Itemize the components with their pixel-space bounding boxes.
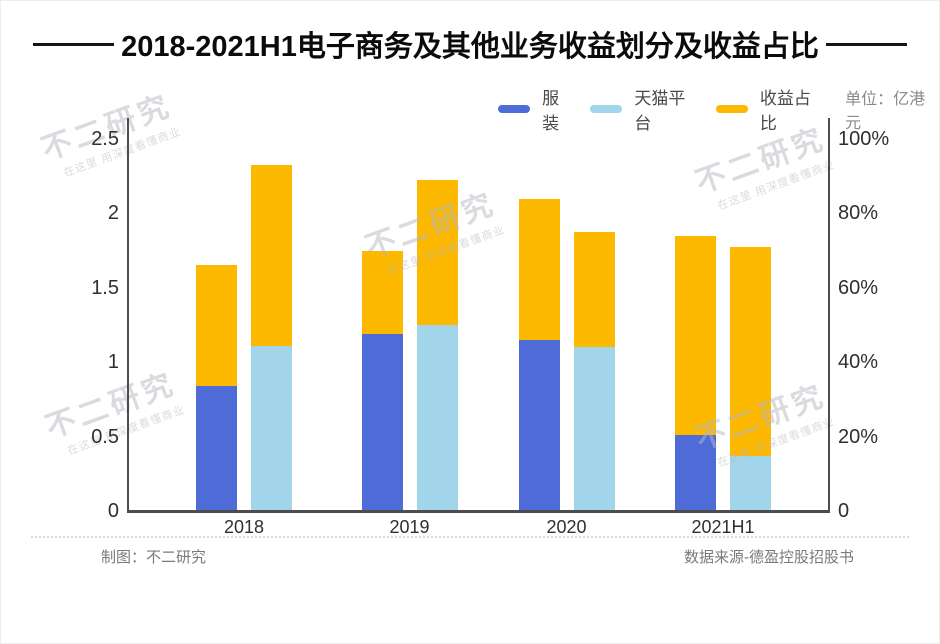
left-axis-tick: 2 [107, 202, 119, 225]
legend-swatch-tmall [590, 105, 623, 113]
legend-item-fuzhuang: 服装 [498, 84, 575, 134]
x-category-label: 2020 [546, 517, 587, 537]
bar-天猫平台-2020 [573, 347, 615, 511]
title-line-left [33, 42, 115, 46]
bar-天猫平台-2018 [251, 345, 292, 511]
right-axis-tick: 20% [838, 425, 879, 448]
x-category-label: 2018 [223, 517, 265, 537]
bar-share-2021H1-服装 [675, 235, 716, 436]
title-row: 2018-2021H1电子商务及其他业务收益划分及收益占比 [33, 23, 908, 65]
left-axis-tick: 1.5 [91, 276, 119, 299]
source-text: 数据来源-德盈控股招股书 [684, 549, 854, 566]
right-axis-tick: 100% [838, 128, 890, 150]
title-line-right [825, 42, 908, 46]
watermark: 不二研究 在这里 用深度看懂商业 [34, 62, 233, 184]
bar-share-2019-天猫平台 [416, 179, 458, 325]
credit-text: 制图：不二研究 [101, 549, 207, 566]
bar-服装-2020 [518, 339, 560, 511]
legend-label-tmall: 天猫平台 [634, 89, 686, 133]
legend-item-tmall: 天猫平台 [590, 84, 700, 134]
x-category-label: 2021H1 [691, 517, 755, 537]
bar-share-2019-服装 [361, 250, 403, 334]
right-axis-line [828, 118, 830, 512]
watermark-text: 不二研究 [37, 89, 177, 167]
bar-服装-2019 [361, 333, 403, 511]
x-axis-line [127, 510, 830, 513]
bar-天猫平台-2019 [416, 325, 458, 511]
left-axis-line [127, 118, 129, 512]
left-axis-tick: 2.5 [91, 128, 119, 150]
unit-note: 单位：亿港元 [845, 91, 926, 132]
legend: 服装 天猫平台 收益占比 单位：亿港元 [498, 84, 939, 134]
bar-share-2020-天猫平台 [573, 232, 615, 348]
legend-label-fuzhuang: 服装 [542, 89, 560, 133]
x-category-label: 2019 [389, 517, 430, 537]
bar-天猫平台-2021H1 [730, 455, 771, 511]
footer-separator [31, 536, 909, 538]
bar-share-2018-服装 [196, 265, 237, 386]
bar-share-2020-服装 [518, 198, 560, 340]
left-axis-tick: 1 [107, 351, 119, 374]
legend-swatch-fuzhuang [498, 105, 531, 113]
bar-服装-2021H1 [675, 435, 716, 511]
legend-item-share: 收益占比 [715, 84, 826, 134]
right-axis-tick: 40% [838, 351, 879, 374]
left-axis-tick: 0 [107, 500, 119, 522]
page-title: 2018-2021H1电子商务及其他业务收益划分及收益占比 [121, 31, 819, 63]
right-axis-tick: 80% [838, 202, 879, 225]
legend-swatch-share [715, 105, 748, 113]
left-axis-tick: 0.5 [91, 425, 119, 448]
legend-label-share: 收益占比 [759, 89, 811, 133]
bar-服装-2018 [196, 386, 237, 511]
bar-share-2018-天猫平台 [251, 165, 292, 346]
right-axis-tick: 60% [838, 276, 879, 299]
bar-share-2021H1-天猫平台 [730, 246, 771, 456]
right-axis-tick: 0 [838, 500, 850, 522]
